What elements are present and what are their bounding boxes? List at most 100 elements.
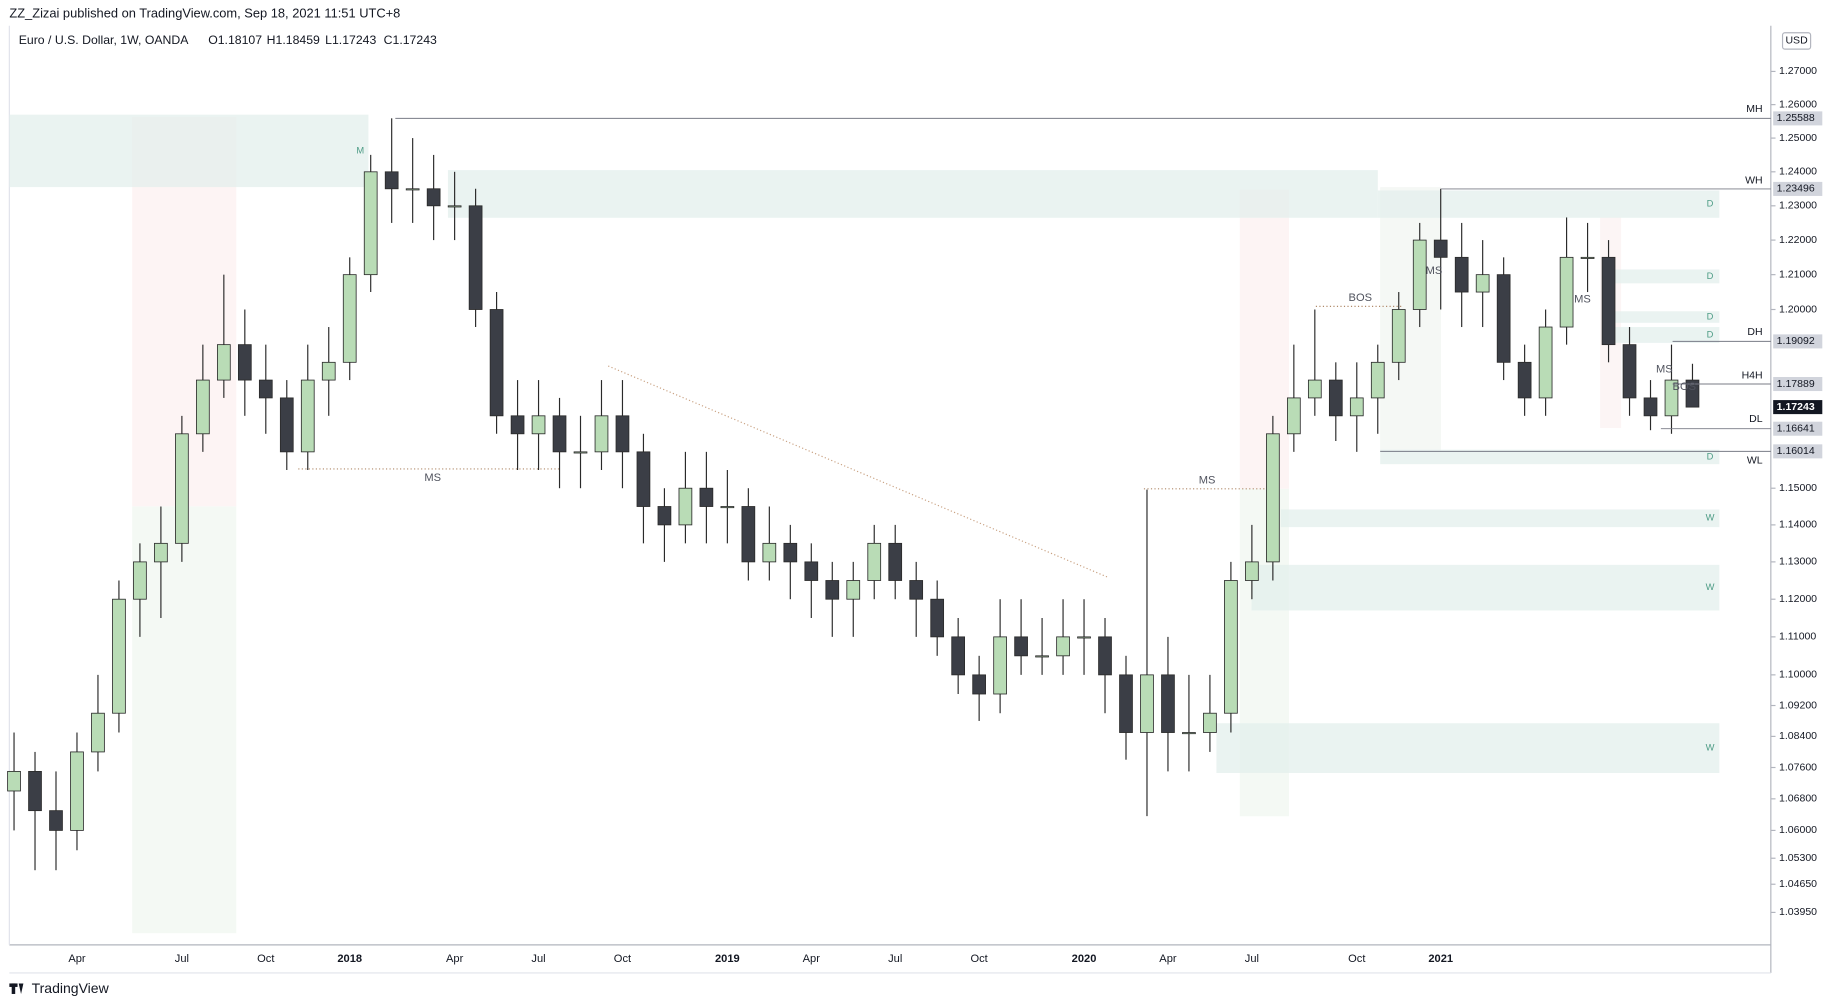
candle-body	[1161, 674, 1175, 733]
candle-body	[1475, 274, 1490, 293]
currency-box[interactable]	[1781, 32, 1812, 50]
zone	[1602, 269, 1720, 284]
candle-body	[510, 415, 525, 435]
candle-body	[1349, 397, 1364, 417]
candle-body	[1140, 674, 1154, 733]
y-tick-label: 1.05300	[1779, 852, 1817, 864]
level-price-box	[1773, 421, 1823, 436]
y-tick-label: 1.09200	[1779, 699, 1817, 711]
annotation: BOS	[1673, 381, 1696, 393]
annotation: MS	[1656, 363, 1673, 375]
legend-value: O1.18107	[208, 33, 262, 47]
candle-body	[1391, 309, 1406, 363]
candle-body	[321, 361, 336, 381]
y-tick-label: 1.07600	[1779, 761, 1817, 773]
range-shade	[1239, 189, 1289, 489]
candle-body	[930, 598, 945, 638]
level-name: WH	[1745, 175, 1763, 187]
candle-body	[804, 561, 819, 581]
x-tick-label: Oct	[970, 953, 987, 965]
level-name: MH	[1746, 103, 1762, 115]
y-tick-label: 1.23000	[1779, 200, 1817, 212]
candle-body	[993, 636, 1007, 695]
candle-body	[1224, 580, 1238, 714]
candle-body	[741, 506, 756, 563]
candle-body	[342, 274, 357, 363]
candle-body	[49, 810, 63, 831]
x-tick-label: Jul	[175, 953, 189, 965]
x-tick-label: 2018	[337, 953, 362, 965]
annotation: MS	[424, 472, 441, 484]
candle-body	[1370, 361, 1385, 399]
candle-body	[1245, 561, 1259, 581]
y-tick-label: 1.11000	[1779, 631, 1816, 643]
candle-body	[405, 188, 420, 191]
candle-body	[489, 309, 504, 417]
candle-body	[552, 415, 567, 453]
last-price: 1.17243	[1777, 401, 1815, 413]
candle-body	[1119, 674, 1133, 733]
x-tick-label: 2021	[1428, 953, 1453, 965]
candle-body	[384, 171, 399, 190]
currency[interactable]: USD	[1785, 35, 1808, 47]
last-price-box	[1773, 400, 1823, 415]
candle-body	[70, 751, 84, 831]
candle-body	[468, 205, 483, 310]
y-tick-label: 1.06000	[1779, 824, 1817, 836]
candle-body	[636, 451, 651, 507]
annotation: BOS	[1349, 292, 1372, 304]
candle-body	[1496, 274, 1511, 363]
candle-body	[825, 580, 840, 600]
x-tick-label: Jul	[1245, 953, 1259, 965]
candle-body	[678, 487, 693, 526]
candle-body	[363, 171, 378, 276]
candle-body	[1328, 379, 1343, 417]
zone	[1280, 509, 1720, 528]
level-price-box	[1773, 181, 1823, 196]
zone-label: D	[1707, 329, 1714, 339]
level-price-box	[1773, 444, 1823, 459]
candle-body	[1287, 397, 1301, 435]
candle-body	[1685, 379, 1700, 408]
candles	[7, 118, 1700, 871]
candle-body	[133, 561, 147, 600]
candle-body	[1622, 344, 1637, 399]
x-tick-label: Oct	[1348, 953, 1365, 965]
candle-body	[594, 415, 609, 453]
y-tick-label: 1.15000	[1779, 482, 1817, 494]
level-price: 1.25588	[1777, 112, 1815, 124]
candle-body	[615, 415, 630, 453]
candle-body	[657, 506, 672, 526]
candle-body	[531, 415, 546, 435]
legend-value: C1.17243	[384, 33, 437, 47]
candle-body	[300, 379, 315, 453]
zone-label: W	[1706, 743, 1715, 753]
y-tick-label: 1.24000	[1779, 166, 1817, 178]
candle-body	[426, 188, 441, 207]
candle-body	[1203, 712, 1217, 733]
y-tick-label: 1.25000	[1779, 132, 1817, 144]
candle-body	[196, 379, 210, 435]
candle-body	[720, 506, 735, 509]
y-tick-label: 1.20000	[1779, 303, 1817, 315]
candle-body	[972, 674, 986, 695]
zone-label: D	[1707, 271, 1714, 281]
candle-body	[1035, 655, 1049, 658]
candle-body	[447, 205, 462, 208]
y-tick-label: 1.27000	[1779, 65, 1817, 77]
candle-body	[1601, 256, 1616, 346]
candle-body	[1517, 361, 1532, 399]
candle-body	[1307, 379, 1322, 399]
candle-body	[1014, 636, 1028, 657]
zone	[1602, 311, 1720, 323]
level-price: 1.19092	[1777, 335, 1815, 347]
level-name: DH	[1747, 326, 1762, 338]
zone	[1251, 564, 1720, 611]
zone	[1216, 723, 1720, 773]
annotation: MS	[1574, 293, 1591, 305]
zone-label: W	[1706, 582, 1715, 592]
chart-title: Euro / U.S. Dollar, 1W, OANDA	[19, 33, 190, 47]
y-tick-label: 1.12000	[1779, 593, 1817, 605]
